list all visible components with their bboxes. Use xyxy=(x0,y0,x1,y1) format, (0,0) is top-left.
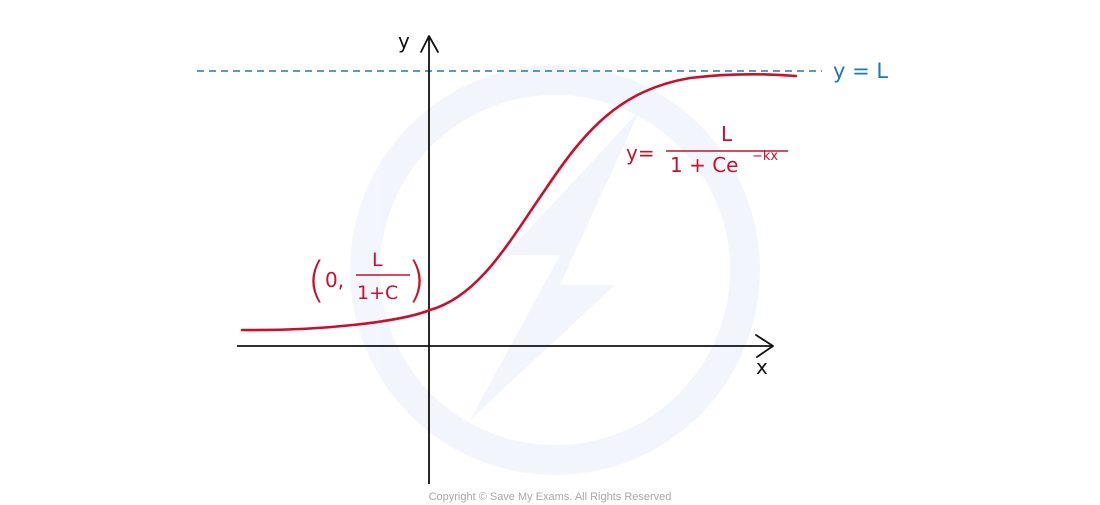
copyright-notice: Copyright © Save My Exams. All Rights Re… xyxy=(428,491,672,503)
y-axis-label: y xyxy=(398,29,410,53)
curve-equation: y= L 1 + Ce −kx xyxy=(626,122,788,177)
intercept-label: ( 0, L 1+C ) xyxy=(307,249,426,308)
logistic-curve xyxy=(240,73,798,332)
intercept-denominator: 1+C xyxy=(357,282,398,304)
equation-numerator: L xyxy=(721,122,733,146)
asymptote-label: y = L xyxy=(833,59,888,83)
intercept-close-paren: ) xyxy=(407,252,426,308)
equation-denominator: 1 + Ce xyxy=(670,153,738,177)
equation-lhs: y= xyxy=(626,141,655,165)
intercept-numerator: L xyxy=(372,249,383,271)
intercept-open-paren: ( xyxy=(307,252,326,308)
x-axis-label: x xyxy=(756,355,768,379)
intercept-x-value: 0, xyxy=(325,268,344,292)
x-axis-arrow-icon xyxy=(755,334,774,358)
watermark-logo xyxy=(350,65,760,475)
y-axis-arrow-icon xyxy=(420,35,439,53)
equation-exponent: −kx xyxy=(752,149,778,164)
